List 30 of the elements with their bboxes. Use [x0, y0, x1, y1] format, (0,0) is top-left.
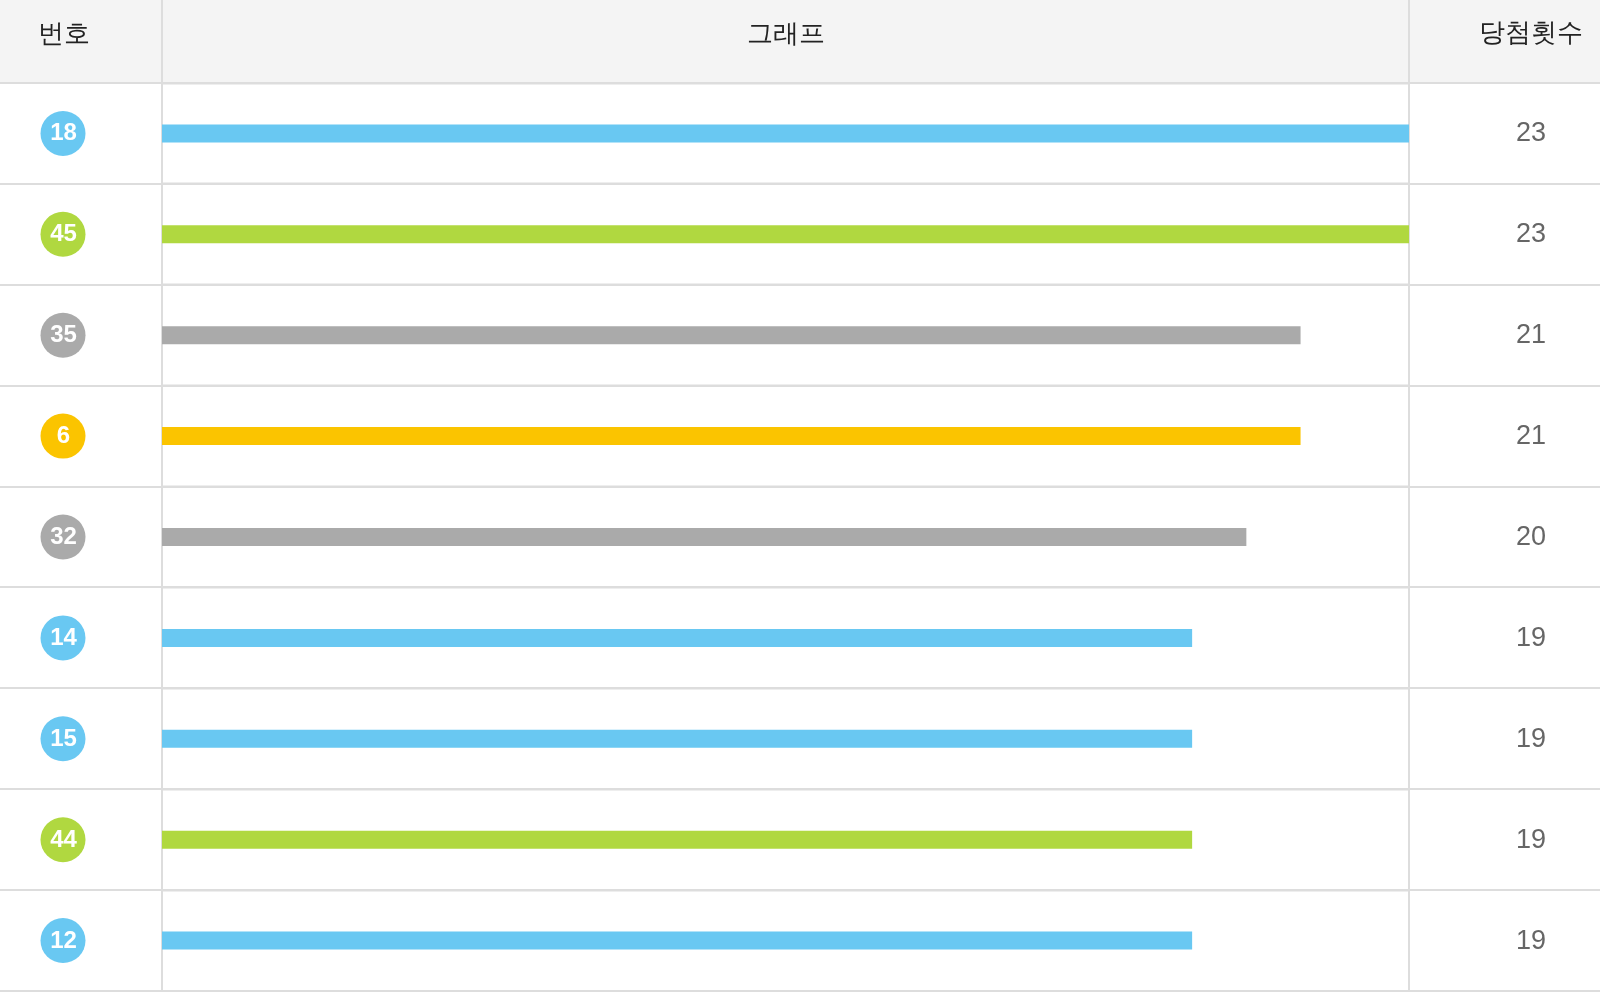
bar [162, 225, 1409, 244]
y-tick-label: 6 [56, 421, 71, 449]
data-label: 19 [1515, 924, 1547, 955]
bar [162, 931, 1193, 950]
x-axis-title: 그래프 [747, 17, 825, 48]
bar [162, 628, 1193, 647]
data-label: 23 [1515, 218, 1547, 249]
y-tick-label: 12 [50, 925, 77, 953]
data-label: 19 [1515, 722, 1547, 753]
y-tick-label: 44 [50, 824, 78, 852]
y-tick-label: 35 [50, 320, 77, 348]
data-label: 23 [1515, 117, 1547, 148]
y-tick-label: 15 [50, 723, 77, 751]
y-axis-title: 번호 [37, 17, 90, 48]
bar [162, 528, 1247, 546]
data-label: 19 [1515, 621, 1547, 652]
y-tick-label: 18 [50, 118, 77, 146]
bar [162, 830, 1193, 849]
y-tick-label: 14 [50, 622, 78, 650]
data-label: 21 [1515, 420, 1547, 451]
text: 당첨횟수 [1479, 17, 1583, 47]
y-tick-label: 45 [50, 219, 77, 247]
bar [162, 124, 1409, 143]
bar [162, 326, 1301, 345]
data-label: 20 [1515, 521, 1547, 551]
y-tick-label: 32 [50, 522, 77, 549]
data-label: 21 [1515, 319, 1547, 350]
bar [162, 729, 1193, 748]
bar [162, 427, 1301, 446]
data-label: 19 [1515, 823, 1547, 854]
